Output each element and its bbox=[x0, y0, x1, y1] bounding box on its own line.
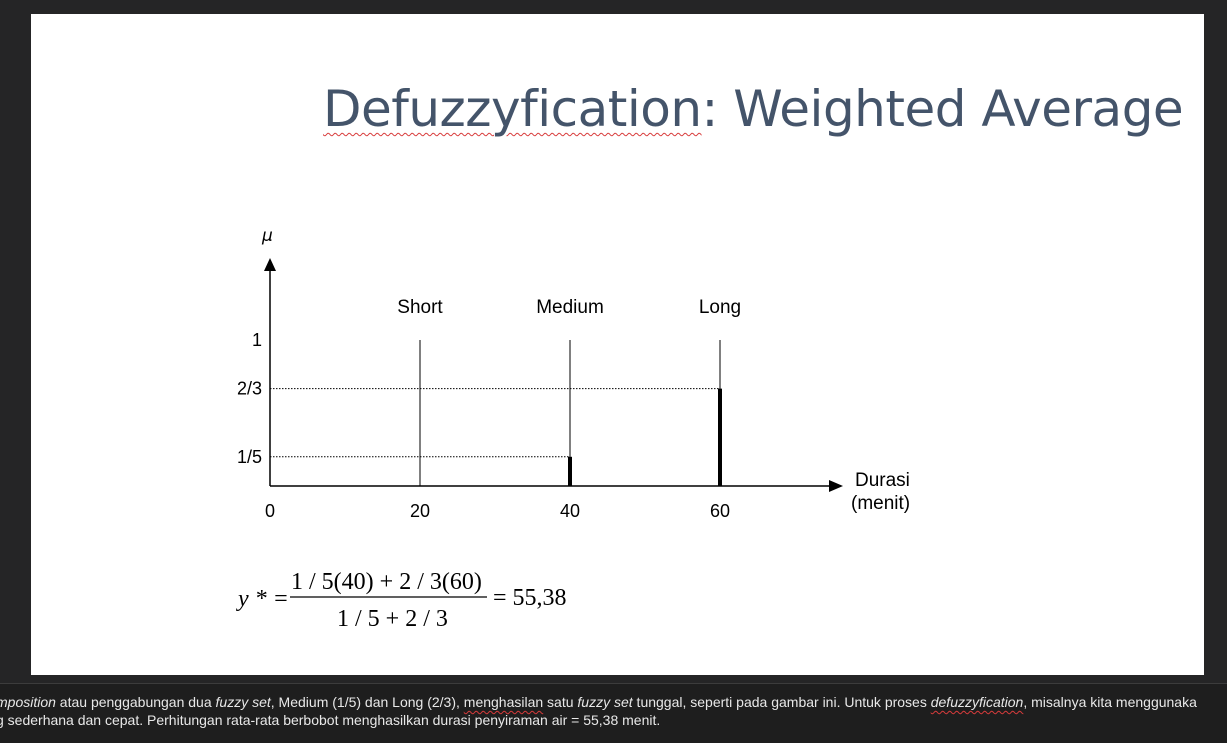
notes-line-2: g sederhana dan cepat. Perhitungan rata-… bbox=[0, 712, 661, 728]
slide-title-rest: : Weighted Average bbox=[701, 80, 1184, 138]
x-tick-label: 0 bbox=[265, 501, 275, 521]
slide-title-main: Defuzzyfication bbox=[323, 80, 702, 138]
x-axis-label-line1: Durasi bbox=[855, 470, 910, 491]
fuzzy-set-label-long: Long bbox=[699, 297, 741, 318]
notes-text: atau penggabungan dua bbox=[55, 694, 216, 710]
y-tick-label: 2/3 bbox=[237, 379, 262, 399]
formula-lhs: y * = bbox=[236, 586, 289, 612]
weighted-average-formula: y * = 1 / 5(40) + 2 / 3(60) 1 / 5 + 2 / … bbox=[236, 569, 567, 632]
membership-chart: μ Durasi (menit) 1/5 2/3 1 0 20 40 60 Short Medi… bbox=[236, 226, 910, 632]
notes-text: tunggal, seperti pada gambar ini. Untuk … bbox=[632, 694, 931, 710]
fuzzy-set-label-short: Short bbox=[397, 297, 443, 318]
notes-text: mposition bbox=[0, 694, 56, 710]
notes-text: , Medium (1/5) dan Long (2/3), bbox=[270, 694, 464, 710]
fuzzy-set-label-medium: Medium bbox=[536, 297, 604, 318]
notes-text: satu bbox=[543, 694, 578, 710]
notes-text: fuzzy set bbox=[215, 694, 271, 710]
notes-text: menghasilan bbox=[463, 694, 544, 710]
notes-text: , misalnya kita menggunaka bbox=[1023, 694, 1197, 710]
formula-numerator: 1 / 5(40) + 2 / 3(60) bbox=[291, 569, 482, 595]
formula-denominator: 1 / 5 + 2 / 3 bbox=[337, 606, 448, 632]
x-tick-label: 20 bbox=[410, 501, 430, 521]
speaker-notes-panel[interactable]: mposition atau penggabungan dua fuzzy se… bbox=[0, 683, 1227, 743]
x-axis-arrow bbox=[829, 480, 843, 492]
y-axis-label: μ bbox=[261, 226, 273, 246]
notes-text: defuzzyfication bbox=[930, 694, 1024, 710]
notes-line-1: mposition atau penggabungan dua fuzzy se… bbox=[0, 693, 1197, 711]
y-tick-label: 1/5 bbox=[237, 447, 262, 467]
slide-title: Defuzzyfication: Weighted Average bbox=[323, 80, 1184, 138]
y-axis-arrow bbox=[264, 258, 276, 271]
x-tick-label: 40 bbox=[560, 501, 580, 521]
x-tick-label: 60 bbox=[710, 501, 730, 521]
x-axis-label-line2: (menit) bbox=[851, 493, 910, 514]
slide-canvas: Defuzzyfication: Weighted Average bbox=[31, 14, 1204, 675]
formula-result: = 55,38 bbox=[493, 585, 567, 611]
y-tick-label: 1 bbox=[252, 330, 262, 350]
notes-text: fuzzy set bbox=[577, 694, 633, 710]
